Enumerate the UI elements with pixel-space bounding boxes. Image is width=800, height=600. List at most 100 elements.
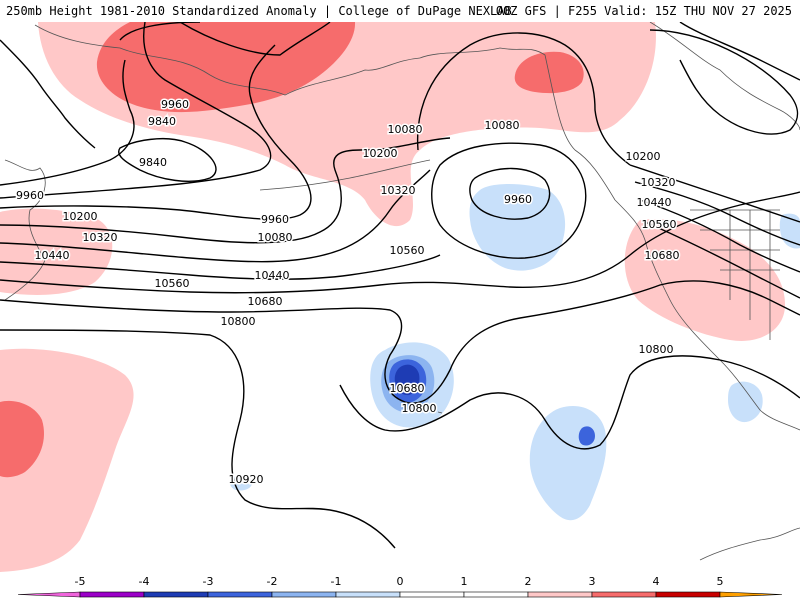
negative-anomaly-center — [469, 184, 566, 271]
contour-label: 10800 — [221, 315, 256, 328]
legend-tick-label: 1 — [461, 575, 468, 588]
coastline-asia-north — [34, 24, 421, 96]
contour-10200 — [0, 137, 451, 244]
legend-swatch — [271, 591, 337, 598]
legend-tick-label: 3 — [589, 575, 596, 588]
contour-ne-top — [679, 22, 800, 81]
anomaly-map: 9960 9840 9840 9960 10200 10320 10440 9960 10080… — [0, 22, 800, 572]
legend-tick-label: -5 — [75, 575, 86, 588]
contour-label: 10560 — [642, 218, 677, 231]
negative-anomaly-low-core — [394, 364, 420, 396]
contour-10440 — [0, 254, 441, 280]
legend-swatch — [335, 591, 401, 598]
legend-swatch — [527, 591, 593, 598]
hawaiian-islands — [417, 403, 443, 414]
contour-east-4 — [644, 221, 800, 299]
legend-tick-label: 2 — [525, 575, 532, 588]
contour-label: 10680 — [645, 249, 680, 262]
contour-10080 — [0, 44, 312, 220]
contour-labels: 9960 9840 9840 9960 10200 10320 10440 9960 10080… — [15, 97, 682, 488]
positive-anomaly-west-edge — [0, 208, 113, 295]
legend-swatch — [655, 591, 721, 598]
contour-label: 10320 — [83, 231, 118, 244]
contour-10680 — [0, 280, 800, 404]
negative-anomaly-southeast — [728, 381, 763, 423]
legend-tick-label: 0 — [397, 575, 404, 588]
positive-anomaly-core-southwest — [0, 400, 45, 478]
legend-swatch — [17, 591, 81, 598]
positive-anomaly-core-west — [96, 22, 356, 113]
legend-swatch — [143, 591, 209, 598]
contour-label: 10200 — [626, 150, 661, 163]
coastlines — [4, 22, 800, 561]
contour-label: 10440 — [637, 196, 672, 209]
anomaly-shading — [0, 22, 800, 572]
contour-label: 10080 — [485, 119, 520, 132]
contour-label: 10560 — [390, 244, 425, 257]
legend-swatch — [79, 591, 145, 598]
contour-east-3 — [639, 199, 800, 273]
legend-colorbar — [17, 591, 783, 598]
contour-label: 10800 — [402, 402, 437, 415]
coastline-alaska — [419, 47, 616, 201]
contour-west-edge — [0, 39, 96, 149]
legend-tick-label: -4 — [139, 575, 150, 588]
height-contours — [0, 22, 800, 549]
legend-tick-label: 5 — [717, 575, 724, 588]
negative-anomaly-south — [529, 406, 607, 521]
model-run-info: 00Z GFS | F255 Valid: 15Z THU NOV 27 202… — [495, 4, 792, 18]
contour-label: 9840 — [139, 156, 167, 169]
legend-swatch — [719, 591, 783, 598]
contour-label: 10800 — [639, 343, 674, 356]
contour-high-arc — [179, 22, 331, 56]
contour-9960-a — [0, 22, 272, 199]
contour-label: 10080 — [388, 123, 423, 136]
contour-label: 10440 — [255, 269, 290, 282]
positive-anomaly-southwest — [0, 348, 134, 572]
legend-swatch — [207, 591, 273, 598]
contour-label: 10320 — [641, 176, 676, 189]
contour-9960-center — [469, 167, 551, 220]
coastline-na-west — [614, 199, 800, 431]
aleutian-islands — [259, 159, 431, 191]
contour-10800-b — [339, 355, 800, 450]
contour-9960-north — [119, 22, 201, 41]
coastline-south-america — [699, 527, 800, 561]
contour-east-2 — [634, 181, 800, 246]
legend-tick-label: -1 — [331, 575, 342, 588]
state-borders — [690, 209, 780, 340]
map-title: 250mb Height 1981-2010 Standardized Anom… — [6, 4, 512, 18]
contour-east-1 — [629, 164, 800, 223]
contour-label: 10080 — [258, 231, 293, 244]
contour-label: 10200 — [363, 147, 398, 160]
contour-label: 10320 — [381, 184, 416, 197]
contour-9840-low — [118, 137, 217, 182]
contour-label: 9960 — [261, 213, 289, 226]
legend-swatch — [399, 591, 465, 598]
contour-10320 — [0, 169, 431, 263]
legend-ticks: -5 -4 -3 -2 -1 0 1 2 3 4 5 — [75, 575, 724, 588]
positive-anomaly-east — [624, 219, 785, 341]
contour-9840 — [0, 59, 135, 186]
map-header: 250mb Height 1981-2010 Standardized Anom… — [0, 0, 800, 22]
coastline-na-arctic — [649, 22, 800, 131]
legend-tick-label: -2 — [267, 575, 278, 588]
contour-label: 10440 — [35, 249, 70, 262]
legend-tick-label: 4 — [653, 575, 660, 588]
contour-10800 — [0, 329, 396, 549]
contour-label: 9960 — [16, 189, 44, 202]
contour-label: 10680 — [390, 382, 425, 395]
contour-label: 10200 — [63, 210, 98, 223]
contour-label: 10920 — [229, 473, 264, 486]
legend-tick-label: -3 — [203, 575, 214, 588]
coastline-west — [4, 159, 46, 301]
anomaly-legend: -5 -4 -3 -2 -1 0 1 2 3 4 5 — [17, 575, 783, 598]
contour-label: 9960 — [504, 193, 532, 206]
contour-label: 9840 — [148, 115, 176, 128]
negative-anomaly-south-core — [578, 426, 595, 446]
contour-label: 10680 — [248, 295, 283, 308]
contour-ne-loop — [649, 29, 799, 135]
contour-label: 10560 — [155, 277, 190, 290]
contour-label: 9960 — [161, 98, 189, 111]
contour-10080-center — [431, 142, 587, 259]
